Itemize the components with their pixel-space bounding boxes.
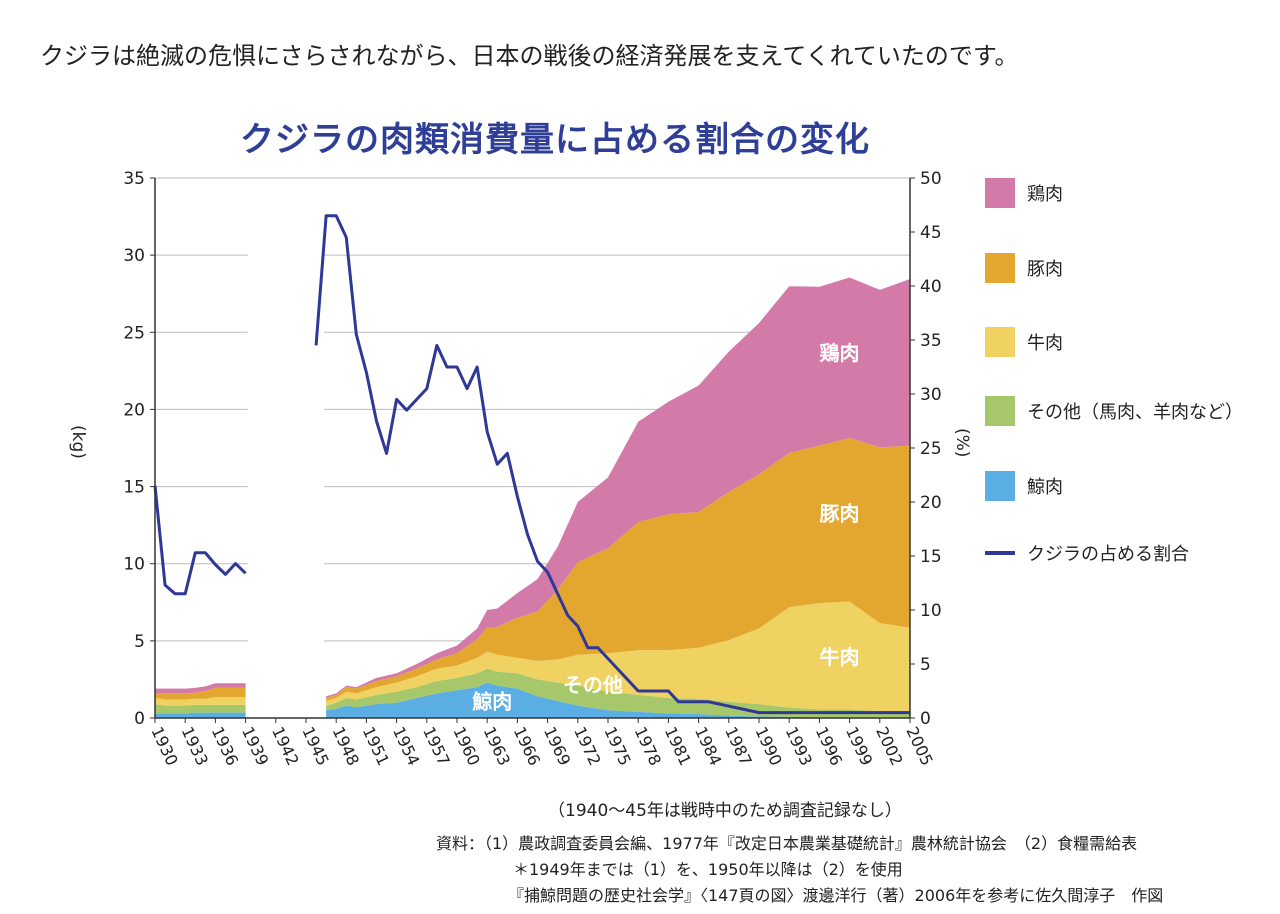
legend-swatch-other (985, 396, 1015, 426)
x-tick-label: 1933 (178, 724, 212, 769)
x-tick-label: 1951 (359, 724, 393, 769)
x-tick-label: 1945 (298, 724, 332, 769)
area-label: 牛肉 (820, 645, 860, 669)
grid (155, 177, 910, 718)
x-tick-label: 1930 (147, 724, 181, 769)
area-other (155, 704, 246, 714)
x-tick-label: 1981 (661, 724, 695, 769)
source-line-1: 資料：（1）農政調査委員会編、1977年『改定日本農業基礎統計』農林統計協会 （… (436, 834, 1138, 853)
area-other (326, 668, 911, 718)
stacked-areas (155, 277, 911, 718)
x-tick-label: 1987 (721, 724, 755, 769)
legend-label: 鶏肉 (1027, 184, 1063, 205)
legend-label: 豚肉 (1027, 259, 1063, 280)
y2-tick-label: 20 (920, 493, 942, 513)
x-tick-label: 1999 (842, 724, 876, 769)
legend-label: その他（馬肉、羊肉など） (1027, 402, 1243, 423)
x-tick-label: 1936 (208, 724, 242, 769)
legend-item-whale: 鯨肉 (985, 469, 1063, 503)
x-tick-label: 1948 (329, 724, 363, 769)
x-tick-label: 1972 (570, 724, 604, 769)
x-tick-label: 1984 (691, 724, 725, 769)
area-beef (326, 601, 911, 712)
area-beef (155, 697, 246, 706)
y2-tick-label: 5 (920, 655, 931, 675)
share-line (153, 485, 247, 596)
y2-tick-label: 35 (920, 331, 942, 351)
area-chicken (155, 683, 246, 694)
y-tick-label: 35 (123, 169, 145, 189)
area-label: 鯨肉 (471, 690, 512, 714)
y2-tick-label: 45 (920, 223, 942, 243)
headline: クジラは絶滅の危惧にさらされながら、日本の戦後の経済発展を支えてくれていたのです… (40, 42, 1019, 70)
y2-tick-label: 0 (920, 709, 931, 729)
y2-tick-label: 40 (920, 277, 942, 297)
y-axis-label: (kg) (68, 425, 88, 459)
x-tick-label: 1960 (449, 724, 483, 769)
y-tick-label: 5 (134, 632, 145, 652)
x-tick-label: 1996 (812, 724, 846, 769)
share-line (314, 214, 910, 715)
y-tick-label: 0 (134, 709, 145, 729)
legend-label: 鯨肉 (1027, 477, 1063, 498)
x-tick-label: 1969 (540, 724, 574, 769)
area-label: 鶏肉 (820, 341, 860, 365)
no-data-gap (247, 218, 325, 718)
legend-item-share: クジラの占める割合 (985, 536, 1189, 570)
x-tick-label: 1963 (480, 724, 514, 769)
legend-line-share (985, 551, 1015, 555)
y-tick-label: 20 (123, 400, 145, 420)
area-whale (155, 712, 246, 718)
x-tick-label: 2005 (902, 724, 936, 769)
y2-tick-label: 50 (920, 169, 942, 189)
legend-swatch-whale (985, 471, 1015, 501)
y-tick-label: 25 (123, 323, 145, 343)
x-tick-label: 1954 (389, 724, 423, 769)
y-tick-label: 15 (123, 478, 145, 498)
legend-swatch-pork (985, 253, 1015, 283)
area-chicken (326, 277, 911, 698)
legend-item-chicken: 鶏肉 (985, 176, 1063, 210)
x-tick-label: 1990 (751, 724, 785, 769)
x-tick-label: 1975 (600, 724, 634, 769)
x-tick-label: 1942 (268, 724, 302, 769)
x-tick-label: 1939 (238, 724, 272, 769)
missing-data-note: （1940〜45年は戦時中のため調査記録なし） (548, 801, 902, 821)
area-pork (155, 687, 246, 700)
source-line-2: ＊1949年までは（1）を、1950年以降は（2）を使用 (513, 860, 903, 879)
y-tick-label: 30 (123, 246, 145, 266)
area-pork (326, 437, 911, 702)
legend-label: クジラの占める割合 (1027, 544, 1189, 565)
legend-item-beef: 牛肉 (985, 325, 1063, 359)
y2-tick-label: 10 (920, 601, 942, 621)
share-line-layer (153, 214, 910, 715)
area-label: その他 (563, 673, 623, 697)
y2-tick-label: 15 (920, 547, 942, 567)
chart-title: クジラの肉類消費量に占める割合の変化 (240, 120, 870, 160)
x-tick-label: 1978 (631, 724, 665, 769)
legend-label: 牛肉 (1027, 333, 1063, 354)
legend-item-pork: 豚肉 (985, 251, 1063, 285)
legend-swatch-chicken (985, 178, 1015, 208)
y2-tick-label: 30 (920, 385, 942, 405)
x-tick-label: 1993 (782, 724, 816, 769)
x-tick-label: 2002 (872, 724, 906, 769)
legend-swatch-beef (985, 327, 1015, 357)
source-line-3: 『捕鯨問題の歴史社会学』〈147頁の図〉渡邊洋行（著）2006年を参考に佐久間淳… (508, 886, 1164, 905)
x-tick-label: 1957 (419, 724, 453, 769)
y2-tick-label: 25 (920, 439, 942, 459)
legend-item-other: その他（馬肉、羊肉など） (985, 394, 1243, 428)
y2-axis-label: (%) (952, 428, 972, 458)
area-label: 豚肉 (820, 502, 860, 526)
y-tick-label: 10 (123, 555, 145, 575)
area-whale (326, 682, 911, 718)
x-tick-label: 1966 (510, 724, 544, 769)
